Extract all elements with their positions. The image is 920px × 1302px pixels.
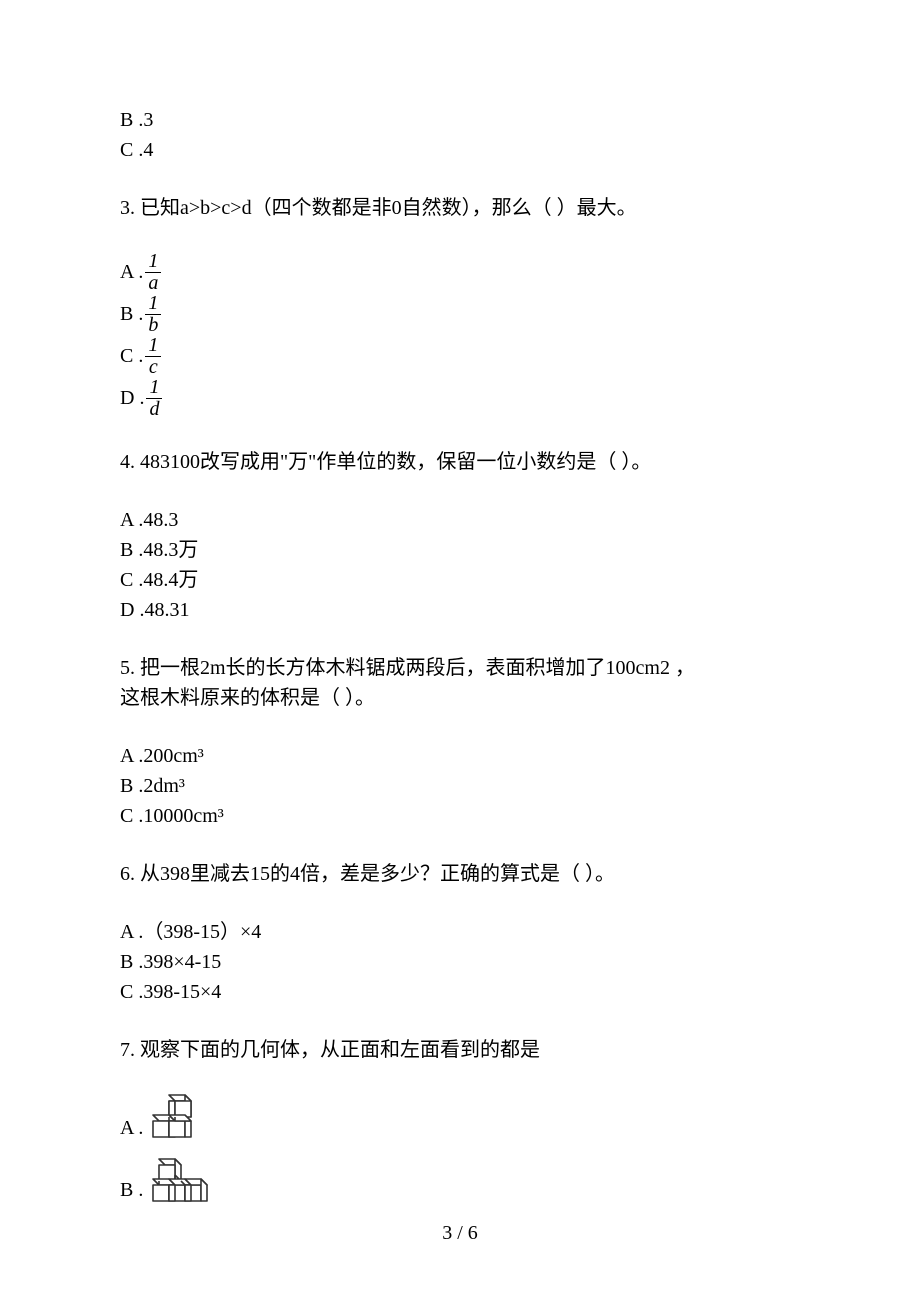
fraction-1-over-c: 1 c: [145, 335, 161, 378]
q7-label-a: A .: [120, 1113, 143, 1145]
content-area: B .3 C .4 3. 已知a>b>c>d（四个数都是非0自然数），那么（ ）…: [0, 0, 920, 1207]
q5-stem-2: 这根木料原来的体积是（ ）。: [120, 683, 800, 713]
q4-option-d: D .48.31: [120, 595, 800, 625]
fraction-numerator: 1: [146, 377, 162, 398]
q5-stem-1: 5. 把一根2m长的长方体木料锯成两段后，表面积增加了100cm2 ，: [120, 653, 800, 683]
q3-option-c: C . 1 c: [120, 335, 800, 377]
q5-option-c: C .10000cm³: [120, 801, 800, 831]
q7-stem: 7. 观察下面的几何体，从正面和左面看到的都是: [120, 1035, 800, 1065]
q4-option-b: B .48.3万: [120, 535, 800, 565]
q5-option-b: B .2dm³: [120, 771, 800, 801]
q3-label-c: C .: [120, 341, 143, 371]
page-number: 3 / 6: [0, 1218, 920, 1248]
q6-option-a: A .（398-15）×4: [120, 917, 800, 947]
q5-option-a: A .200cm³: [120, 741, 800, 771]
fraction-1-over-a: 1 a: [145, 251, 161, 294]
fraction-numerator: 1: [145, 335, 161, 356]
fraction-denominator: d: [146, 398, 162, 420]
q3-label-a: A .: [120, 257, 143, 287]
q4-option-c: C .48.4万: [120, 565, 800, 595]
q2-option-c: C .4: [120, 135, 800, 165]
q2-option-b: B .3: [120, 105, 800, 135]
cube-figure-a-icon: [147, 1093, 203, 1145]
q3-label-b: B .: [120, 299, 143, 329]
q3-option-b: B . 1 b: [120, 293, 800, 335]
page: B .3 C .4 3. 已知a>b>c>d（四个数都是非0自然数），那么（ ）…: [0, 0, 920, 1302]
q7-option-b: B .: [120, 1155, 800, 1207]
q4-stem: 4. 483100改写成用"万"作单位的数，保留一位小数约是（ ）。: [120, 447, 800, 477]
q6-option-c: C .398-15×4: [120, 977, 800, 1007]
q6-option-b: B .398×4-15: [120, 947, 800, 977]
q3-stem: 3. 已知a>b>c>d（四个数都是非0自然数），那么（ ）最大。: [120, 193, 800, 223]
q4-option-a: A .48.3: [120, 505, 800, 535]
cube-figure-b-icon: [147, 1155, 211, 1207]
fraction-1-over-b: 1 b: [145, 293, 161, 336]
q7-label-b: B .: [120, 1175, 143, 1207]
fraction-numerator: 1: [145, 293, 161, 314]
fraction-numerator: 1: [145, 251, 161, 272]
fraction-denominator: b: [145, 314, 161, 336]
q3-label-d: D .: [120, 383, 144, 413]
fraction-denominator: a: [145, 272, 161, 294]
fraction-1-over-d: 1 d: [146, 377, 162, 420]
q3-option-a: A . 1 a: [120, 251, 800, 293]
q3-option-d: D . 1 d: [120, 377, 800, 419]
fraction-denominator: c: [145, 356, 161, 378]
q6-stem: 6. 从398里减去15的4倍，差是多少？正确的算式是（ ）。: [120, 859, 800, 889]
q7-option-a: A .: [120, 1093, 800, 1145]
